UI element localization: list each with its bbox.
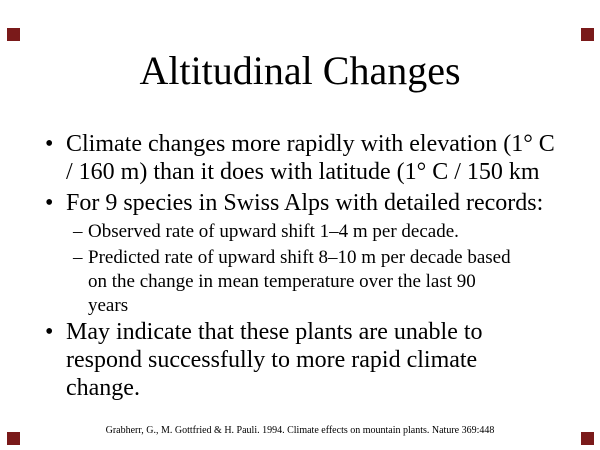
bullet-text: May indicate that these plants are unabl… (66, 318, 585, 402)
bullet-line: respond successfully to more rapid clima… (66, 347, 478, 373)
bullet-line: Observed rate of upward shift 1–4 m per … (88, 221, 459, 242)
sub-bullet-item-predicted: – Predicted rate of upward shift 8–10 m … (73, 246, 585, 318)
sub-bullet-item-observed: – Observed rate of upward shift 1–4 m pe… (73, 220, 585, 244)
bullet-item-climate: • Climate changes more rapidly with elev… (45, 130, 585, 186)
bullet-text: For 9 species in Swiss Alps with detaile… (66, 189, 585, 217)
slide-title: Altitudinal Changes (139, 48, 461, 93)
corner-marker-top-left (7, 28, 20, 41)
bullet-marker: • (45, 131, 54, 157)
bullet-line: years (88, 295, 129, 316)
corner-marker-top-right (581, 28, 594, 41)
bullet-line: change. (66, 375, 140, 401)
corner-marker-bottom-left (7, 432, 20, 445)
bullet-marker: • (45, 190, 54, 216)
sub-bullet-marker: – (73, 247, 83, 268)
bullet-line: / 160 m) than it does with latitude (1° … (66, 159, 540, 185)
bullet-line: on the change in mean temperature over t… (88, 271, 476, 292)
citation-text: Grabherr, G., M. Gottfried & H. Pauli. 1… (105, 425, 495, 436)
bullet-text: Observed rate of upward shift 1–4 m per … (88, 220, 585, 244)
bullet-line: May indicate that these plants are unabl… (66, 319, 483, 345)
slide-body: • Climate changes more rapidly with elev… (45, 130, 585, 402)
bullet-line: For 9 species in Swiss Alps with detaile… (66, 190, 544, 216)
bullet-text: Predicted rate of upward shift 8–10 m pe… (88, 246, 585, 318)
bullet-line: Climate changes more rapidly with elevat… (66, 131, 555, 157)
bullet-item-may-indicate: • May indicate that these plants are una… (45, 318, 585, 402)
corner-marker-bottom-right (581, 432, 594, 445)
bullet-marker: • (45, 319, 54, 345)
sub-bullet-marker: – (73, 221, 83, 242)
bullet-line: Predicted rate of upward shift 8–10 m pe… (88, 247, 511, 268)
bullet-text: Climate changes more rapidly with elevat… (66, 130, 585, 186)
bullet-item-species: • For 9 species in Swiss Alps with detai… (45, 189, 585, 217)
